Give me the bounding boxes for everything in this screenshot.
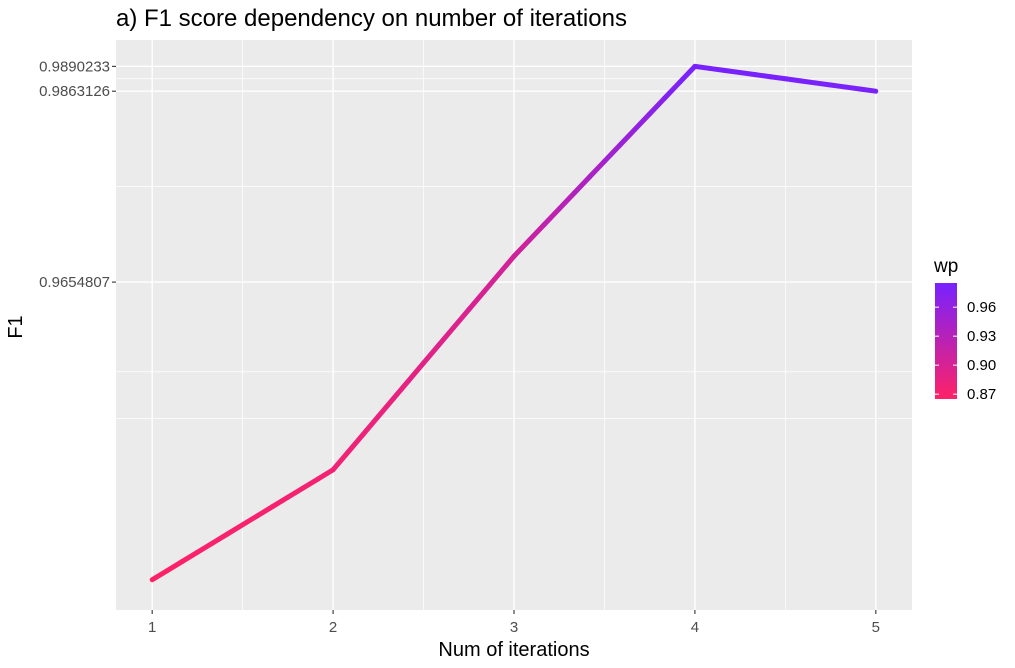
legend-title: wp	[933, 256, 958, 277]
series-segment	[270, 494, 291, 509]
series-segment	[405, 360, 427, 384]
x-axis-title: Num of iterations	[438, 639, 589, 661]
series-segment	[285, 485, 306, 500]
legend-colorbar	[935, 283, 957, 399]
legend-tick-label: 0.90	[967, 357, 996, 374]
series-segment	[828, 82, 849, 90]
legend-tick-label: 0.96	[967, 299, 996, 316]
series-segment	[345, 431, 366, 455]
legend-tick-label: 0.93	[967, 328, 996, 345]
series-segment	[722, 68, 743, 76]
x-tick-label: 1	[148, 619, 156, 636]
series-segment	[571, 174, 592, 196]
series-segment	[601, 142, 623, 164]
series-segment	[360, 413, 381, 437]
y-tick-label: 0.9654807	[39, 274, 110, 291]
series-segment	[782, 76, 803, 84]
series-segment	[255, 503, 276, 519]
series-line	[149, 63, 879, 583]
series-segment	[300, 476, 321, 491]
series-segment	[526, 222, 547, 243]
series-segment	[225, 522, 246, 537]
series-segment	[451, 307, 472, 330]
series-segment	[481, 271, 502, 295]
series-segment	[707, 65, 728, 74]
series-segment	[436, 324, 457, 348]
series-segment	[511, 237, 532, 259]
x-tick-label: 5	[872, 619, 880, 636]
series-segment	[662, 79, 683, 101]
series-segment	[179, 549, 200, 564]
series-segment	[647, 95, 668, 117]
series-segment	[375, 396, 396, 419]
legend-ticks: 0.96 0.93 0.90 0.87	[935, 299, 996, 403]
series-segment	[586, 158, 607, 180]
series-segment	[692, 63, 713, 71]
y-axis-title: F1	[5, 315, 27, 338]
chart-title: a) F1 score dependency on number of iter…	[116, 5, 627, 32]
y-tick-label: 0.9863126	[39, 83, 110, 100]
series-segment	[164, 558, 185, 574]
series-segment	[209, 531, 231, 546]
series-segment	[541, 206, 562, 228]
series-segment	[797, 78, 819, 86]
series-segment	[752, 72, 773, 80]
series-segment	[813, 80, 834, 88]
grid-major	[116, 40, 912, 610]
series-segment	[556, 190, 577, 212]
x-tick-label: 4	[691, 619, 699, 636]
series-segment	[496, 253, 517, 277]
y-tick-label: 0.9890233	[39, 58, 110, 75]
series-segment	[330, 449, 351, 473]
series-segment	[390, 378, 411, 402]
series-segment	[737, 70, 758, 78]
series-segment	[149, 568, 170, 583]
series-segment	[632, 111, 653, 133]
y-axis: 0.9654807 0.9863126 0.9890233	[39, 58, 116, 291]
series-segment	[617, 127, 638, 148]
series-segment	[421, 342, 442, 366]
series-segment	[466, 289, 487, 313]
series-segment	[194, 540, 215, 555]
series-segment	[767, 74, 788, 82]
legend-tick-label: 0.87	[967, 386, 996, 403]
series-segment	[315, 467, 336, 482]
series-segment	[240, 513, 261, 528]
x-tick-label: 2	[329, 619, 337, 636]
series-segment	[858, 86, 879, 94]
x-axis: 1 2 3 4 5	[148, 610, 880, 636]
legend: wp 0.96 0.93 0.90 0.87	[933, 256, 996, 403]
series-segment	[843, 84, 864, 92]
x-tick-label: 3	[510, 619, 518, 636]
series-segment	[677, 63, 698, 85]
